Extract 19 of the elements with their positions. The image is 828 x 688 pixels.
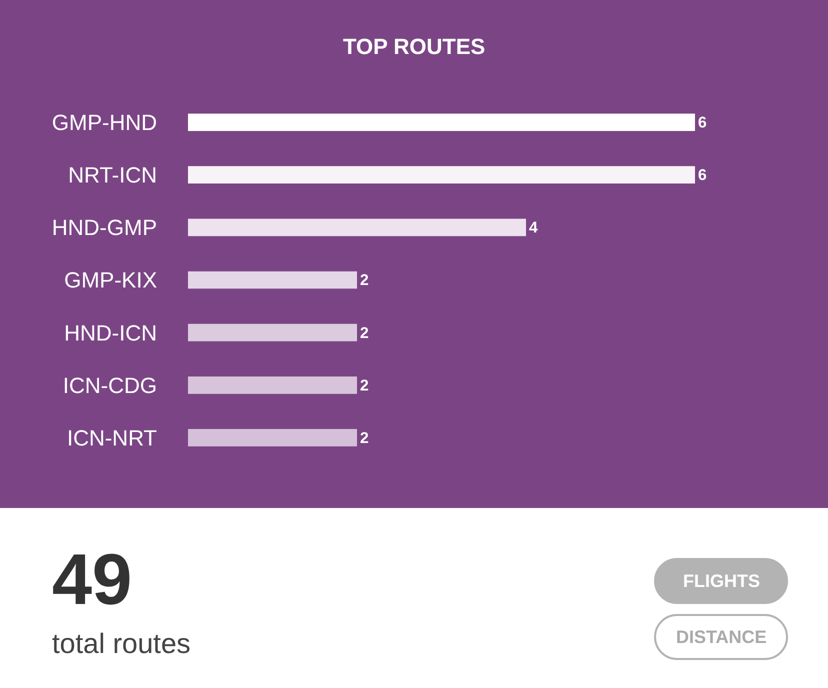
data-label: 2 <box>360 430 369 447</box>
chart-title: TOP ROUTES <box>343 34 486 59</box>
y-tick-label: ICN-NRT <box>66 425 157 450</box>
data-label: 2 <box>360 324 369 342</box>
text: FLIGHTS <box>683 571 760 591</box>
data-label: 2 <box>360 377 369 394</box>
data-label: 4 <box>529 220 538 237</box>
data-label: 6 <box>698 114 707 132</box>
y-tick-label: HND-ICN <box>64 320 157 346</box>
y-tick-label: HND-GMP <box>52 215 157 240</box>
y-tick-label: ICN-CDG <box>62 372 157 398</box>
text: 49 <box>52 540 132 620</box>
y-tick-label: GMP-HND <box>52 110 157 135</box>
data-label: 2 <box>360 272 369 290</box>
text: total routes <box>52 628 191 659</box>
data-label: 6 <box>698 167 707 184</box>
y-tick-label: GMP-KIX <box>64 268 158 293</box>
y-tick-label: NRT-ICN <box>68 162 157 188</box>
text: DISTANCE <box>676 627 767 647</box>
